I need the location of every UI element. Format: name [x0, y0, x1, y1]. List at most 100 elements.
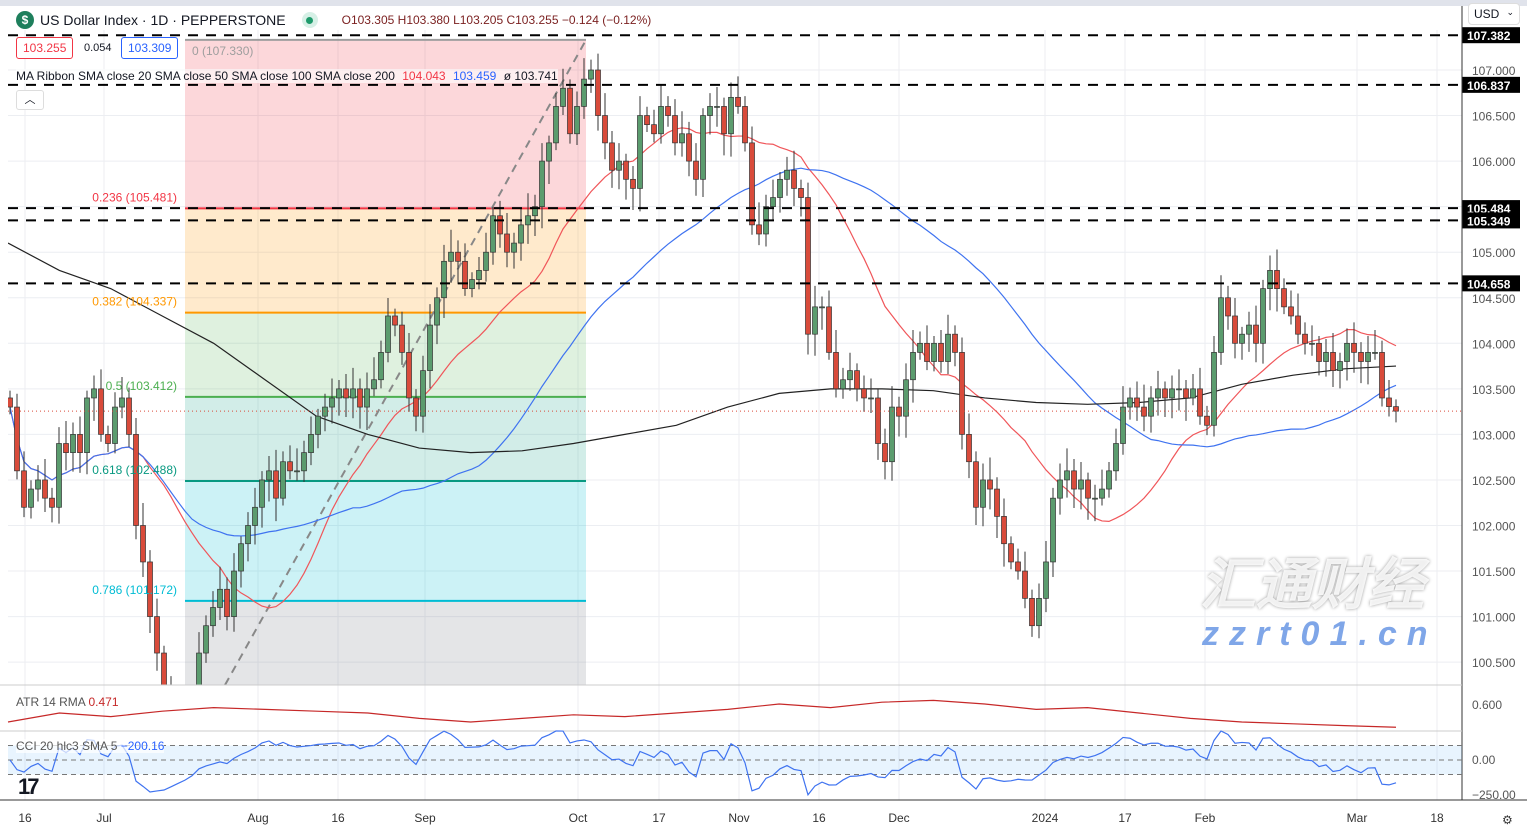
candle-body [1197, 388, 1203, 417]
price-axis-tick: 106.000 [1472, 155, 1516, 169]
settings-icon[interactable]: ⚙ [1502, 813, 1513, 827]
cci-legend[interactable]: CCI 20 hlc3 SMA 5 −200.16 [16, 739, 165, 753]
candle-body [1050, 497, 1056, 563]
candle-body [287, 461, 293, 472]
price-tag-label: 106.837 [1467, 79, 1511, 93]
cci-value: −200.16 [120, 739, 165, 753]
candle-body [553, 106, 559, 144]
candle-body [980, 479, 986, 508]
candle-body [651, 124, 657, 135]
candle-body [238, 543, 244, 572]
candle-body [1218, 297, 1224, 353]
time-axis-tick: Nov [728, 811, 749, 825]
candle-body [1351, 342, 1357, 353]
candle-body [700, 115, 706, 180]
time-axis-tick: 16 [812, 811, 826, 825]
price-tag-label: 104.658 [1467, 277, 1511, 291]
candle-body [434, 297, 440, 326]
candle-body [329, 397, 335, 408]
candle-body [924, 342, 930, 362]
candle-body [1246, 324, 1252, 335]
candle-body [336, 388, 342, 399]
candle-body [546, 142, 552, 162]
candle-body [1120, 406, 1126, 444]
candle-body [777, 178, 783, 198]
candle-body [742, 106, 748, 144]
price-tag [1462, 27, 1520, 44]
candle-body [1267, 270, 1273, 289]
candle-body [399, 324, 405, 353]
candle-body [623, 160, 629, 180]
candle-body [1085, 479, 1091, 499]
symbol-title[interactable]: US Dollar Index · 1D · PEPPERSTONE [40, 12, 286, 28]
candle-body [791, 169, 797, 189]
candle-body [14, 406, 20, 472]
candle-body [154, 616, 160, 654]
candle-body [245, 525, 251, 545]
sell-button[interactable]: 103.255 [16, 37, 74, 59]
change-value: −0.124 (−0.12%) [561, 13, 652, 27]
candle-body [420, 370, 426, 417]
time-axis-tick: 17 [652, 811, 666, 825]
price-axis-tick: 103.500 [1472, 383, 1516, 397]
time-axis-tick: 18 [1430, 811, 1444, 825]
price-tag [1462, 212, 1520, 229]
price-axis-tick: 105.000 [1472, 246, 1516, 260]
candle-body [1162, 388, 1168, 399]
currency-select[interactable]: USD ⌄ [1468, 3, 1520, 25]
candle-body [609, 142, 615, 171]
candle-body [1281, 288, 1287, 308]
collapse-legend-button[interactable]: ︿ [16, 90, 44, 110]
candle-body [56, 443, 62, 508]
candle-body [1386, 397, 1392, 407]
candle-body [994, 488, 1000, 517]
candle-body [784, 169, 790, 180]
candle-body [1148, 397, 1154, 417]
candle-body [1302, 333, 1308, 344]
candle-body [1316, 342, 1322, 362]
buy-button[interactable]: 103.309 [121, 37, 179, 59]
candle-body [392, 315, 398, 326]
candle-body [210, 607, 216, 627]
candle-body [1106, 470, 1112, 490]
candle-body [812, 306, 818, 335]
candle-body [581, 78, 587, 107]
candle-body [574, 106, 580, 135]
time-axis-tick: Oct [569, 811, 588, 825]
candle-body [560, 87, 566, 107]
candle-body [1099, 488, 1105, 499]
candle-body [987, 479, 993, 490]
candle-body [273, 470, 279, 499]
price-tag [1462, 76, 1520, 93]
candle-body [1176, 388, 1182, 391]
candle-body [1309, 342, 1315, 345]
candle-body [665, 106, 671, 116]
dollar-icon: $ [16, 11, 34, 29]
candle-body [679, 133, 685, 144]
candle-body [231, 570, 237, 617]
candle-body [483, 251, 489, 271]
fib-zone [185, 39, 586, 209]
fib-level-label: 0.382 (104.337) [92, 295, 177, 309]
candle-body [693, 160, 699, 180]
atr-value: 0.471 [88, 695, 119, 709]
candle-body [1211, 352, 1217, 426]
candle-body [861, 388, 867, 399]
candle-body [140, 525, 146, 563]
atr-legend[interactable]: ATR 14 RMA 0.471 [16, 695, 119, 709]
candle-body [959, 352, 965, 435]
time-axis-tick: Mar [1347, 811, 1368, 825]
ma-ribbon-legend[interactable]: MA Ribbon SMA close 20 SMA close 50 SMA … [16, 69, 558, 83]
candle-body [476, 270, 482, 280]
candle-body [1064, 470, 1070, 481]
low-value: L103.205 [453, 13, 504, 27]
tradingview-logo[interactable]: 17 [18, 774, 40, 799]
candle-body [756, 224, 762, 235]
candle-body [1190, 388, 1196, 399]
candle-body [637, 115, 643, 189]
candle-body [35, 479, 41, 490]
candle-body [903, 379, 909, 417]
atr-label: ATR 14 RMA [16, 695, 86, 709]
